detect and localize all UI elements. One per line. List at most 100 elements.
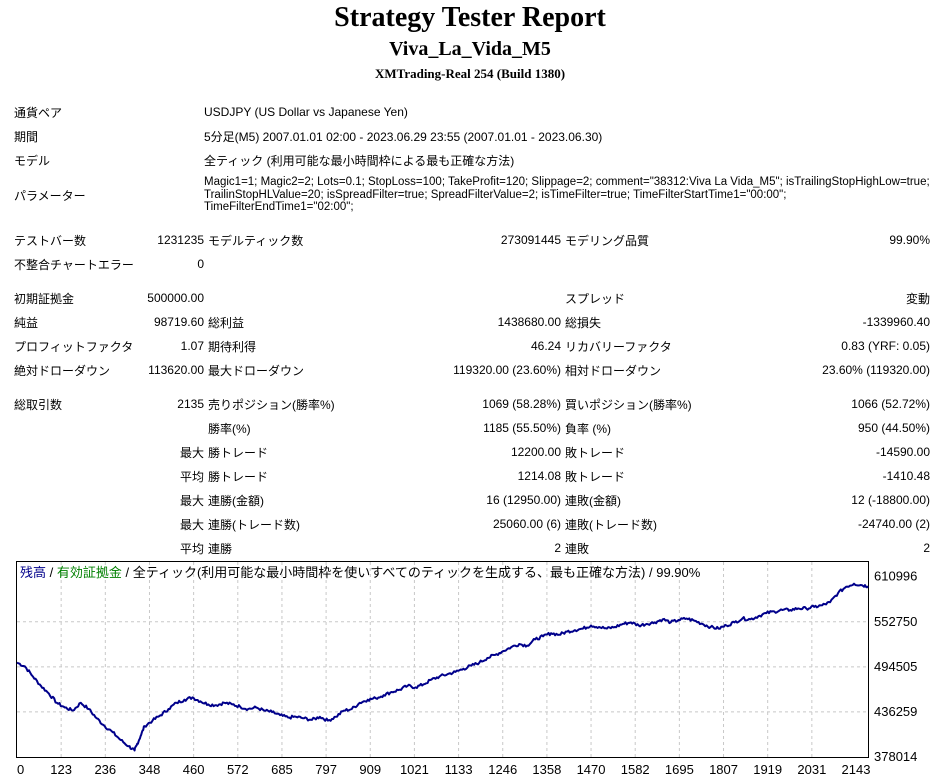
value-consec-loss-trades: -24740.00 (2) bbox=[857, 517, 931, 531]
value-long: 1066 (52.72%) bbox=[851, 397, 931, 411]
value-gross-profit: 1438680.00 bbox=[497, 315, 561, 329]
label-long: 買いポジション(勝率%) bbox=[565, 397, 692, 412]
value-params: Magic1=1; Magic2=2; Lots=0.1; StopLoss=1… bbox=[204, 176, 930, 214]
row-dd: 絶対ドローダウン 113620.00 最大ドローダウン 119320.00 (2… bbox=[14, 358, 930, 382]
label-period: 期間 bbox=[14, 129, 39, 144]
y-tick-label: 552750 bbox=[874, 614, 917, 629]
x-tick-labels: 0 123 236 348 460 572 685 797 909 1021 1133 1246 135… bbox=[17, 762, 870, 777]
value-pf: 1.07 bbox=[180, 339, 204, 353]
value-recovery: 0.83 (YRF: 0.05) bbox=[841, 339, 931, 353]
row-winrate: 勝率(%) 1185 (55.50%) 負率 (%) 950 (44.50%) bbox=[14, 416, 930, 440]
label-gross-profit: 総利益 bbox=[208, 315, 245, 330]
balance-line bbox=[16, 582, 869, 752]
legend-balance: 残高 bbox=[20, 565, 46, 580]
value-model: 全ティック (利用可能な最小時間枠による最も正確な方法) bbox=[204, 153, 515, 168]
value-quality: 99.90% bbox=[889, 233, 931, 247]
label-win: 勝率(%) bbox=[208, 421, 251, 436]
row-net: 純益 98719.60 総利益 1438680.00 総損失 -1339960.… bbox=[14, 310, 930, 334]
value-spread: 変動 bbox=[906, 291, 931, 306]
legend-equity: 有効証拠金 bbox=[57, 565, 122, 580]
value-consec-win-trades: 25060.00 (6) bbox=[492, 517, 561, 531]
label-recovery: リカバリーファクタ bbox=[565, 339, 672, 354]
value-consec-win-money: 16 (12950.00) bbox=[486, 493, 561, 507]
series-group bbox=[16, 582, 869, 752]
value-largest-win: 12200.00 bbox=[510, 445, 561, 459]
value-period: 5分足(M5) 2007.01.01 02:00 - 2023.06.29 23… bbox=[204, 129, 603, 144]
row-avg-consec: 平均 連勝 2 連敗 2 bbox=[14, 536, 930, 560]
plot-frame bbox=[16, 561, 869, 758]
label-gross-loss: 総損失 bbox=[565, 315, 602, 330]
label-spread: スプレッド bbox=[565, 291, 626, 306]
x-tick-label: 685 bbox=[271, 762, 293, 777]
value-avg-consec-loss: 2 bbox=[923, 541, 931, 555]
label-abs-dd: 絶対ドローダウン bbox=[14, 363, 111, 378]
value-max-dd: 119320.00 (23.60%) bbox=[453, 363, 561, 377]
y-tick-label: 610996 bbox=[874, 569, 917, 584]
value-short: 1069 (58.28%) bbox=[482, 397, 561, 411]
label-short: 売りポジション(勝率%) bbox=[208, 397, 335, 412]
y-tick-label: 436259 bbox=[874, 704, 917, 719]
label-avg-1: 平均 bbox=[179, 469, 204, 484]
x-tick-label: 1133 bbox=[445, 762, 473, 777]
server-build: XMTrading-Real 254 (Build 1380) bbox=[374, 66, 566, 81]
row-bars: テストバー数 1231235 モデルティック数 273091445 モデリング品… bbox=[14, 228, 930, 252]
label-quality: モデリング品質 bbox=[565, 233, 650, 248]
value-payoff: 46.24 bbox=[530, 339, 561, 353]
row-deposit: 初期証拠金 500000.00 スプレッド 変動 bbox=[14, 286, 930, 310]
x-tick-label: 236 bbox=[94, 762, 116, 777]
x-tick-label: 1246 bbox=[488, 762, 517, 777]
label-pf: プロフィットファクタ bbox=[14, 339, 134, 354]
value-avg-win: 1214.08 bbox=[517, 469, 561, 483]
label-trades: 総取引数 bbox=[14, 397, 63, 412]
label-deposit: 初期証拠金 bbox=[14, 291, 75, 306]
x-tick-label: 572 bbox=[227, 762, 249, 777]
x-tick-label: 797 bbox=[315, 762, 337, 777]
value-largest-loss: -14590.00 bbox=[875, 445, 931, 459]
label-ticks: モデルティック数 bbox=[208, 233, 304, 248]
label-consec-win-money: 連勝(金額) bbox=[208, 493, 264, 508]
x-tick-label: 1582 bbox=[621, 762, 650, 777]
x-tick-label: 348 bbox=[139, 762, 161, 777]
x-tick-label: 1695 bbox=[665, 762, 694, 777]
label-consec-loss-money: 連敗(金額) bbox=[565, 493, 621, 508]
label-max-1: 最大 bbox=[179, 445, 204, 460]
label-largest-win: 勝トレード bbox=[208, 445, 269, 460]
label-rel-dd: 相対ドローダウン bbox=[565, 363, 662, 378]
legend-sep-1: / bbox=[46, 565, 57, 580]
row-pf: プロフィットファクタ 1.07 期待利得 46.24 リカバリーファクタ 0.8… bbox=[14, 334, 930, 358]
row-model: モデル 全ティック (利用可能な最小時間枠による最も正確な方法) bbox=[14, 148, 930, 172]
value-gross-loss: -1339960.40 bbox=[862, 315, 931, 329]
label-max-3: 最大 bbox=[179, 517, 204, 532]
label-avg-loss: 敗トレード bbox=[565, 469, 626, 484]
label-consec-win-trades: 連勝(トレード数) bbox=[208, 517, 300, 532]
legend-sep-2: / bbox=[122, 565, 133, 580]
label-loss: 負率 (%) bbox=[565, 421, 611, 436]
value-avg-loss: -1410.48 bbox=[882, 469, 931, 483]
label-avg-2: 平均 bbox=[179, 541, 204, 556]
value-net: 98719.60 bbox=[153, 315, 204, 329]
x-tick-label: 1807 bbox=[709, 762, 738, 777]
label-net: 純益 bbox=[14, 315, 39, 330]
x-tick-label: 123 bbox=[50, 762, 72, 777]
label-consec-loss-trades: 連敗(トレード数) bbox=[565, 517, 657, 532]
y-tick-label: 378014 bbox=[874, 749, 917, 764]
label-symbol: 通貨ペア bbox=[14, 105, 63, 120]
row-mismatch: 不整合チャートエラー 0 bbox=[14, 252, 930, 276]
row-params: パラメーター Magic1=1; Magic2=2; Lots=0.1; Sto… bbox=[14, 172, 930, 218]
report-title: Strategy Tester Report bbox=[334, 2, 606, 33]
row-period: 期間 5分足(M5) 2007.01.01 02:00 - 2023.06.29… bbox=[14, 124, 930, 148]
row-average: 平均 勝トレード 1214.08 敗トレード -1410.48 bbox=[14, 464, 930, 488]
label-bars: テストバー数 bbox=[14, 233, 87, 248]
value-mismatch: 0 bbox=[197, 257, 204, 271]
label-avg-win: 勝トレード bbox=[208, 469, 269, 484]
label-payoff: 期待利得 bbox=[208, 339, 257, 354]
x-tick-label: 460 bbox=[183, 762, 205, 777]
row-consec-trades: 最大 連勝(トレード数) 25060.00 (6) 連敗(トレード数) -247… bbox=[14, 512, 930, 536]
value-win: 1185 (55.50%) bbox=[483, 421, 561, 435]
value-loss: 950 (44.50%) bbox=[857, 421, 931, 435]
legend-description: 全ティック(利用可能な最小時間枠を使いすべてのティックを生成する、最も正確な方法… bbox=[133, 565, 701, 580]
ea-name: Viva_La_Vida_M5 bbox=[389, 38, 551, 60]
value-deposit: 500000.00 bbox=[147, 291, 204, 305]
x-tick-label: 1021 bbox=[400, 762, 429, 777]
row-consec-money: 最大 連勝(金額) 16 (12950.00) 連敗(金額) 12 (-1880… bbox=[14, 488, 930, 512]
